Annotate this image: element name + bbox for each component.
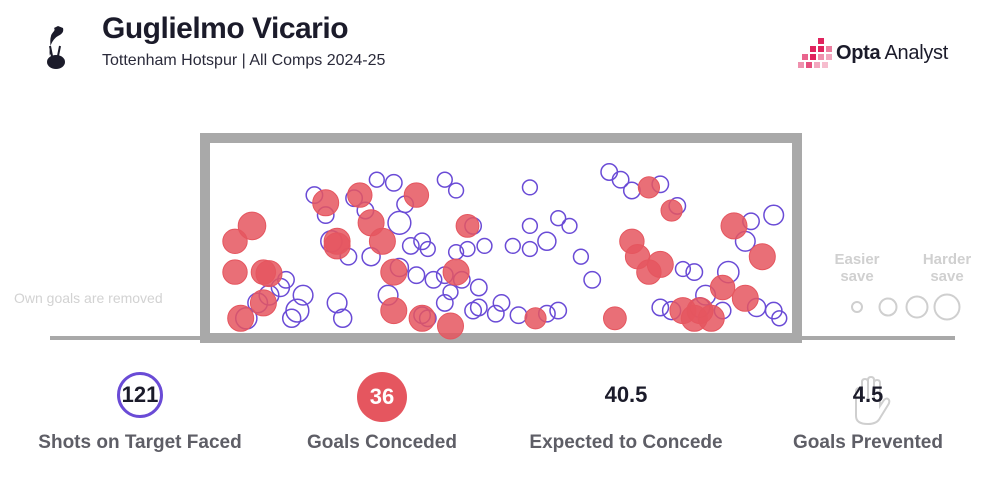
goal-conceded-point xyxy=(249,289,277,317)
save-point xyxy=(436,171,453,188)
save-point xyxy=(550,210,567,227)
goal-conceded-point xyxy=(380,258,408,286)
stat-goals-prevented: 4.5 Goals Prevented xyxy=(738,372,998,454)
save-point xyxy=(611,170,630,189)
legend-harder-save: Harder save xyxy=(922,251,972,285)
stat-expected-to-concede: 40.5 Expected to Concede xyxy=(496,372,756,454)
save-point xyxy=(368,171,385,188)
goal-conceded-point xyxy=(368,227,396,255)
stat-value-prevented: 4.5 xyxy=(852,382,884,407)
save-point xyxy=(281,308,302,329)
goal-conceded-point xyxy=(748,243,776,271)
stat-shots-on-target: 121 Shots on Target Faced xyxy=(10,372,270,454)
save-point xyxy=(435,293,454,312)
save-point xyxy=(424,270,443,289)
goal-conceded-point xyxy=(720,212,748,240)
save-point xyxy=(521,240,539,258)
goal-conceded-point xyxy=(380,297,408,325)
goal-conceded-point xyxy=(222,228,248,255)
save-point xyxy=(492,293,511,312)
goal-conceded-point xyxy=(250,259,277,285)
subtitle: Tottenham Hotspur | All Comps 2024-25 xyxy=(102,52,386,69)
save-point xyxy=(476,237,493,255)
header: Guglielmo Vicario Tottenham Hotspur | Al… xyxy=(0,0,1000,90)
goal-conceded-point xyxy=(660,199,683,222)
save-point xyxy=(387,210,412,235)
save-point xyxy=(685,263,704,282)
save-point xyxy=(549,301,568,320)
legend-easier-save: Easier save xyxy=(834,251,880,285)
save-point xyxy=(537,231,557,252)
goal-conceded-point xyxy=(524,307,547,330)
stat-value-goals: 36 xyxy=(357,372,407,422)
save-point xyxy=(407,266,426,285)
legend-circle-2 xyxy=(878,297,898,317)
opta-logo-icon xyxy=(798,38,832,68)
stat-goals-conceded: 36 Goals Conceded xyxy=(252,372,512,454)
save-point xyxy=(486,304,505,323)
legend-circles xyxy=(851,293,961,321)
save-point xyxy=(326,292,348,314)
save-point xyxy=(292,284,314,306)
save-point xyxy=(674,260,692,278)
stat-label-shots: Shots on Target Faced xyxy=(38,432,242,453)
goal-conceded-point xyxy=(731,284,759,312)
stat-value-shots: 121 xyxy=(117,372,163,418)
save-point xyxy=(384,173,403,192)
tottenham-crest-icon xyxy=(47,26,65,69)
save-point xyxy=(561,217,578,235)
goal-conceded-point xyxy=(646,250,674,278)
goal-conceded-point xyxy=(312,189,340,217)
save-point xyxy=(401,236,420,255)
goal-conceded-point xyxy=(403,182,430,208)
save-point xyxy=(622,181,641,200)
save-point xyxy=(763,204,785,226)
save-point xyxy=(447,182,465,199)
goal-conceded-point xyxy=(347,182,373,208)
goal-conceded-point xyxy=(603,306,627,331)
save-point xyxy=(771,310,788,327)
own-goals-note: Own goals are removed xyxy=(14,290,163,306)
goal-conceded-point xyxy=(697,304,725,332)
save-point xyxy=(469,278,488,297)
goal-conceded-point xyxy=(709,274,736,301)
opta-analyst-logo: Opta Analyst xyxy=(798,36,968,72)
save-point xyxy=(651,298,670,317)
save-point xyxy=(332,308,353,329)
goal-conceded-point xyxy=(323,232,351,260)
goal-conceded-point xyxy=(227,304,255,332)
goal-conceded-point xyxy=(222,259,248,285)
save-point xyxy=(583,270,602,289)
stat-value-expected: 40.5 xyxy=(604,382,648,407)
legend-circle-1 xyxy=(851,301,863,313)
legend-circle-3 xyxy=(905,295,929,319)
player-name: Guglielmo Vicario xyxy=(102,12,349,45)
save-point xyxy=(459,240,476,258)
stat-label-goals: Goals Conceded xyxy=(307,432,457,453)
save-point xyxy=(419,240,436,258)
goal-conceded-point xyxy=(637,176,661,199)
save-point xyxy=(509,306,528,325)
save-point xyxy=(572,248,590,265)
goal-conceded-point xyxy=(442,258,470,286)
brand-text: Opta Analyst xyxy=(836,42,948,64)
legend-circle-4 xyxy=(933,293,961,321)
goal-conceded-point xyxy=(455,214,480,238)
save-point xyxy=(504,237,521,255)
stat-label-prevented: Goals Prevented xyxy=(793,432,943,453)
save-point xyxy=(469,298,488,317)
goalkeeper-glove-icon xyxy=(855,375,891,426)
goal-conceded-point xyxy=(408,304,436,332)
save-point xyxy=(521,179,539,196)
stat-label-expected: Expected to Concede xyxy=(529,432,723,453)
shots-layer xyxy=(222,163,788,340)
goal-conceded-point xyxy=(437,312,464,340)
save-point xyxy=(442,283,459,301)
save-point xyxy=(600,163,619,181)
save-point xyxy=(521,217,539,235)
goal-conceded-point xyxy=(237,211,267,241)
